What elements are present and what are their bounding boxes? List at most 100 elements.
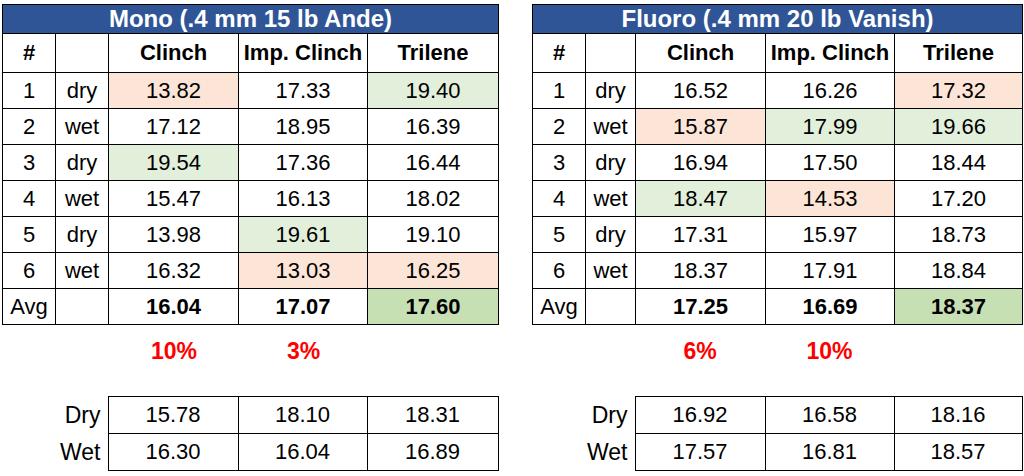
mono-summary-table: Dry 15.78 18.10 18.31 Wet 16.30 16.04 16…	[2, 396, 499, 471]
data-cell: 18.02	[368, 181, 499, 217]
avg-value-cell: 17.60	[368, 289, 499, 325]
data-cell: 17.31	[636, 217, 766, 253]
mono-imp-clinch-loss-percent: 3%	[240, 338, 367, 364]
summary-value-cell: 18.16	[894, 397, 1022, 434]
row-number-cell: 3	[533, 145, 586, 181]
data-row: 1 dry 13.82 17.33 19.40	[3, 73, 499, 109]
summary-row: Dry 15.78 18.10 18.31	[2, 397, 498, 434]
avg-spacer-cell	[586, 289, 636, 325]
data-cell: 15.97	[766, 217, 895, 253]
data-cell: 19.66	[895, 109, 1023, 145]
summary-row: Wet 16.30 16.04 16.89	[2, 434, 498, 471]
data-row: 3 dry 19.54 17.36 16.44	[3, 145, 499, 181]
condition-cell: dry	[56, 145, 109, 181]
data-cell: 18.47	[636, 181, 766, 217]
condition-cell: wet	[56, 253, 109, 289]
column-header-num: #	[533, 34, 586, 73]
avg-label-cell: Avg	[3, 289, 56, 325]
condition-cell: dry	[56, 73, 109, 109]
data-row: 4 wet 15.47 16.13 18.02	[3, 181, 499, 217]
fluoro-clinch-loss-percent: 6%	[635, 338, 765, 364]
row-number-cell: 1	[533, 73, 586, 109]
fluoro-table: Fluoro (.4 mm 20 lb Vanish) # Clinch Imp…	[532, 4, 1023, 325]
row-number-cell: 6	[3, 253, 56, 289]
data-cell: 19.61	[239, 217, 368, 253]
condition-cell: dry	[586, 217, 636, 253]
mono-table: Mono (.4 mm 15 lb Ande) # Clinch Imp. Cl…	[2, 4, 499, 325]
data-cell: 13.82	[109, 73, 239, 109]
data-cell: 16.44	[368, 145, 499, 181]
condition-cell: dry	[586, 145, 636, 181]
data-row: 6 wet 16.32 13.03 16.25	[3, 253, 499, 289]
condition-cell: dry	[586, 73, 636, 109]
avg-spacer-cell	[56, 289, 109, 325]
mono-title-row: Mono (.4 mm 15 lb Ande)	[3, 5, 499, 34]
condition-cell: wet	[586, 181, 636, 217]
column-header-condition	[586, 34, 636, 73]
data-cell: 19.54	[109, 145, 239, 181]
summary-row-label: Dry	[532, 397, 635, 434]
data-cell: 16.26	[766, 73, 895, 109]
data-cell: 16.13	[239, 181, 368, 217]
data-cell: 15.47	[109, 181, 239, 217]
condition-cell: dry	[56, 217, 109, 253]
summary-value-cell: 18.10	[238, 397, 367, 434]
data-row: 2 wet 15.87 17.99 19.66	[533, 109, 1023, 145]
column-header-trilene: Trilene	[895, 34, 1023, 73]
fluoro-summary-table: Dry 16.92 16.58 18.16 Wet 17.57 16.81 18…	[532, 396, 1023, 471]
row-number-cell: 1	[3, 73, 56, 109]
data-cell: 17.91	[766, 253, 895, 289]
data-row: 3 dry 16.94 17.50 18.44	[533, 145, 1023, 181]
data-row: 6 wet 18.37 17.91 18.84	[533, 253, 1023, 289]
row-number-cell: 5	[3, 217, 56, 253]
column-header-clinch: Clinch	[636, 34, 766, 73]
condition-cell: wet	[56, 181, 109, 217]
summary-value-cell: 18.57	[894, 434, 1022, 471]
summary-value-cell: 15.78	[108, 397, 238, 434]
data-row: 2 wet 17.12 18.95 16.39	[3, 109, 499, 145]
data-row: 1 dry 16.52 16.26 17.32	[533, 73, 1023, 109]
table-title: Fluoro (.4 mm 20 lb Vanish)	[533, 5, 1023, 34]
data-cell: 16.25	[368, 253, 499, 289]
summary-value-cell: 16.92	[635, 397, 765, 434]
summary-value-cell: 17.57	[635, 434, 765, 471]
row-number-cell: 6	[533, 253, 586, 289]
data-cell: 16.39	[368, 109, 499, 145]
summary-row-label: Wet	[532, 434, 635, 471]
summary-value-cell: 16.04	[238, 434, 367, 471]
summary-row-label: Dry	[2, 397, 108, 434]
data-cell: 18.44	[895, 145, 1023, 181]
avg-row: Avg 16.04 17.07 17.60	[3, 289, 499, 325]
data-cell: 14.53	[766, 181, 895, 217]
data-row: 5 dry 17.31 15.97 18.73	[533, 217, 1023, 253]
column-header-imp-clinch: Imp. Clinch	[239, 34, 368, 73]
knot-strength-comparison-sheet: Mono (.4 mm 15 lb Ande) # Clinch Imp. Cl…	[0, 0, 1024, 476]
avg-value-cell: 17.25	[636, 289, 766, 325]
data-cell: 17.50	[766, 145, 895, 181]
summary-row-label: Wet	[2, 434, 108, 471]
table-title: Mono (.4 mm 15 lb Ande)	[3, 5, 499, 34]
condition-cell: wet	[56, 109, 109, 145]
data-cell: 18.84	[895, 253, 1023, 289]
mono-header-row: # Clinch Imp. Clinch Trilene	[3, 34, 499, 73]
data-cell: 16.52	[636, 73, 766, 109]
condition-cell: wet	[586, 109, 636, 145]
fluoro-header-row: # Clinch Imp. Clinch Trilene	[533, 34, 1023, 73]
data-cell: 16.32	[109, 253, 239, 289]
data-cell: 19.40	[368, 73, 499, 109]
summary-value-cell: 16.89	[367, 434, 498, 471]
data-cell: 17.32	[895, 73, 1023, 109]
summary-value-cell: 18.31	[367, 397, 498, 434]
data-cell: 18.95	[239, 109, 368, 145]
avg-value-cell: 16.69	[766, 289, 895, 325]
data-cell: 16.94	[636, 145, 766, 181]
data-cell: 17.33	[239, 73, 368, 109]
row-number-cell: 3	[3, 145, 56, 181]
mono-clinch-loss-percent: 10%	[110, 338, 238, 364]
row-number-cell: 5	[533, 217, 586, 253]
row-number-cell: 4	[3, 181, 56, 217]
data-cell: 13.03	[239, 253, 368, 289]
avg-value-cell: 16.04	[109, 289, 239, 325]
column-header-clinch: Clinch	[109, 34, 239, 73]
row-number-cell: 2	[533, 109, 586, 145]
